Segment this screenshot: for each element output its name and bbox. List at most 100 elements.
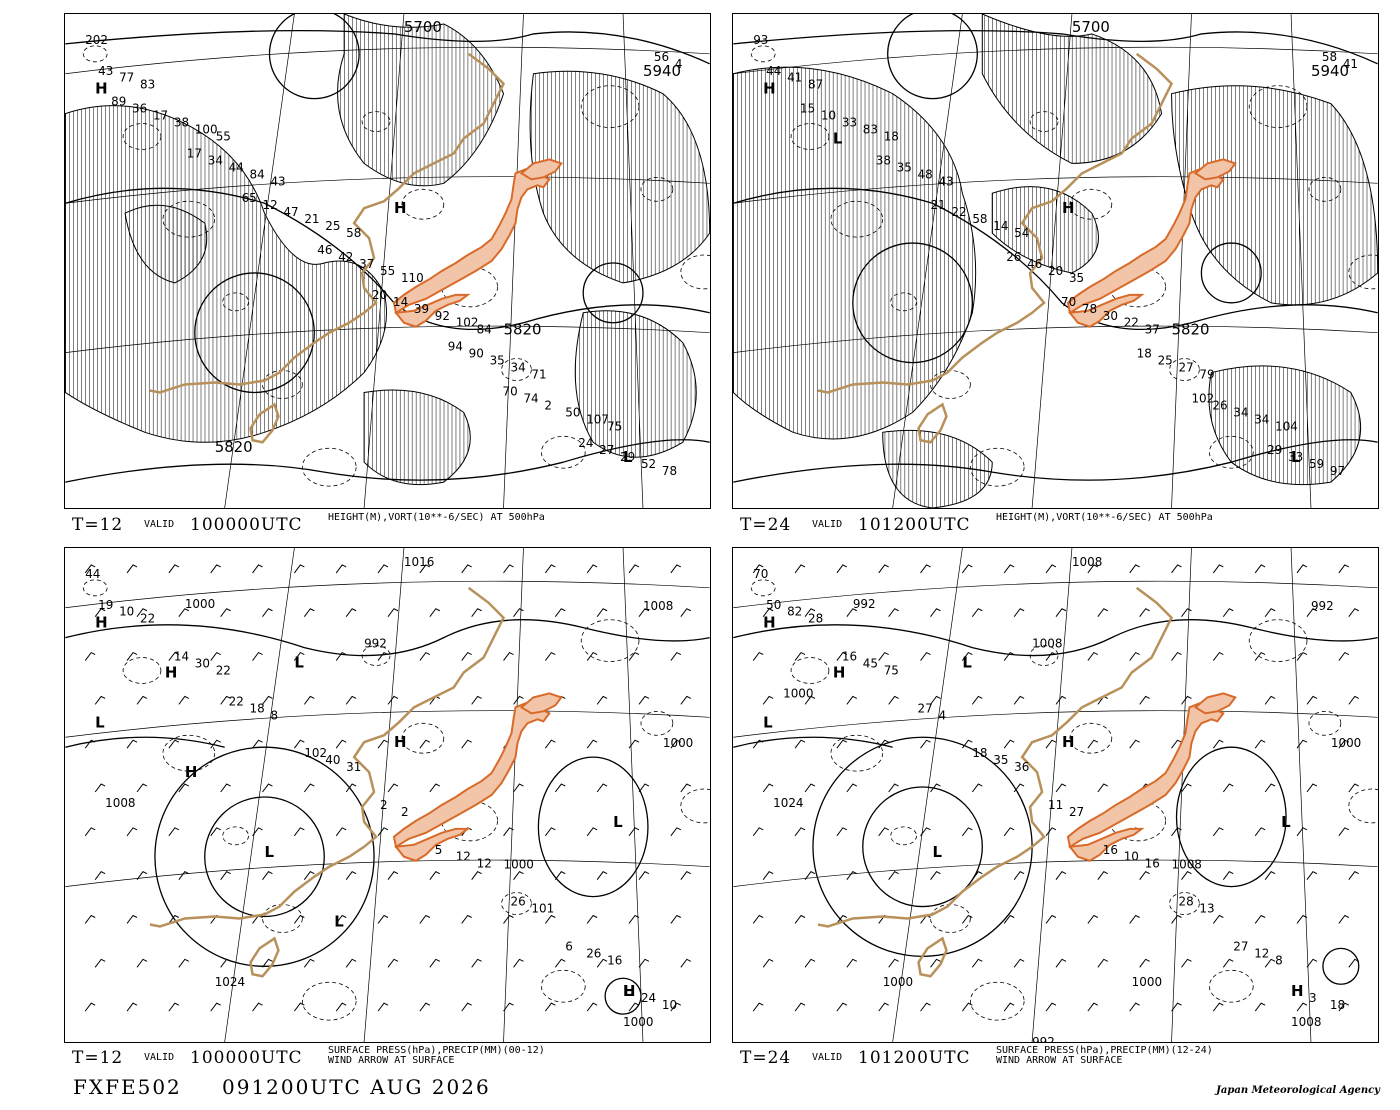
contour-label: 1000	[883, 975, 913, 989]
value-label: 35	[1069, 271, 1084, 285]
value-label: 50	[766, 598, 781, 612]
contour-label: 992	[1032, 1035, 1055, 1042]
value-label: 50	[565, 405, 580, 419]
map-500hpa-t24: 570059405820HHLL931854371048743357997831…	[733, 14, 1378, 508]
valid-time: 101200UTC	[858, 515, 971, 535]
value-label: 54	[1014, 226, 1029, 240]
value-label: 58	[346, 226, 361, 240]
value-label: 10	[662, 998, 677, 1012]
contour-label: 1008	[1072, 555, 1102, 569]
value-label: 65	[242, 191, 257, 205]
contour-label: 1008	[643, 599, 673, 613]
value-label: 12	[263, 198, 278, 212]
value-label: 36	[132, 102, 147, 116]
value-label: 27	[1069, 805, 1084, 819]
value-label: 70	[503, 384, 518, 398]
value-label: 59	[1309, 457, 1324, 471]
value-label: 78	[662, 464, 677, 478]
value-label: 29	[620, 450, 635, 464]
value-label: 30	[195, 657, 210, 671]
value-label: 4	[675, 57, 683, 71]
contour-label: 1000	[623, 1015, 653, 1029]
pressure-center: H	[394, 733, 407, 751]
value-label: 94	[448, 340, 463, 354]
value-label: 13	[1199, 902, 1214, 916]
forecast-hour: T=24	[740, 515, 792, 535]
pressure-center: L	[962, 654, 972, 672]
pressure-center: L	[763, 713, 773, 731]
value-label: 41	[787, 71, 802, 85]
value-label: 75	[884, 663, 899, 677]
pressure-center: H	[185, 763, 198, 781]
value-label: 48	[918, 167, 933, 181]
pressure-center: H	[394, 199, 407, 217]
field-description: SURFACE PRESS(hPa),PRECIP(MM)(00-12) WIN…	[328, 1045, 545, 1066]
value-label: 16	[607, 953, 622, 967]
contour-label: 1008	[1172, 858, 1202, 872]
value-label: 46	[317, 243, 332, 257]
value-label: 21	[304, 212, 319, 226]
value-label: 42	[338, 250, 353, 264]
value-label: 34	[1254, 412, 1269, 426]
contour-label: 1000	[663, 736, 693, 750]
contour-label: 1000	[783, 686, 813, 700]
value-label: 22	[1124, 316, 1139, 330]
pressure-center: L	[1281, 813, 1291, 831]
value-label: 97	[1330, 464, 1345, 478]
contour-label: 1000	[1132, 975, 1162, 989]
contour-label: 1000	[1331, 736, 1361, 750]
chart-panel-500hpa-t12: 5700 5940 5820 5820 H H L 202 55 58 84 75 83 43 110 71 7…	[64, 13, 711, 509]
value-label: 41	[1343, 57, 1358, 71]
value-label: 46	[1027, 257, 1042, 271]
value-label: 28	[808, 612, 823, 626]
value-label: 58	[1322, 50, 1337, 64]
value-label: 2	[544, 398, 552, 412]
value-label: 92	[435, 309, 450, 323]
value-label: 10	[821, 109, 836, 123]
value-label: 31	[346, 760, 361, 774]
value-label: 18	[1330, 998, 1345, 1012]
value-label: 20	[372, 288, 387, 302]
pressure-center: L	[623, 982, 633, 1000]
value-label: 55	[216, 129, 231, 143]
contour-label: 992	[853, 597, 876, 611]
value-label: 30	[1103, 309, 1118, 323]
value-label: 84	[477, 323, 492, 337]
value-label: 19	[98, 598, 113, 612]
field-description: SURFACE PRESS(hPa),PRECIP(MM)(12-24) WIN…	[996, 1045, 1213, 1066]
value-label: 21	[931, 198, 946, 212]
value-label: 22	[140, 612, 155, 626]
contour-label: 1016	[404, 555, 434, 569]
value-label: 43	[270, 174, 285, 188]
value-label: 14	[393, 295, 408, 309]
value-label: 36	[1014, 760, 1029, 774]
value-label: 25	[325, 219, 340, 233]
value-label: 5	[435, 843, 443, 857]
pressure-center: H	[763, 614, 776, 632]
value-label: 15	[800, 102, 815, 116]
value-label: 26	[586, 946, 601, 960]
value-label: 44	[766, 64, 781, 78]
forecast-hour: T=12	[72, 515, 124, 535]
valid-time: 100000UTC	[190, 515, 303, 535]
value-label: 70	[1061, 295, 1076, 309]
value-label: 2	[401, 805, 409, 819]
contour-label: 1024	[773, 796, 803, 810]
value-label: 102	[304, 746, 327, 760]
value-label: 22	[951, 205, 966, 219]
value-label: 110	[401, 271, 424, 285]
contour-label: 5820	[215, 438, 253, 456]
map-surface-t24: 1008 992 1008 1000 1024 1000 1008 992 1008 992 100…	[733, 548, 1378, 1042]
value-label: 93	[753, 33, 768, 47]
value-label: 28	[1179, 895, 1194, 909]
value-label: 17	[187, 146, 202, 160]
value-label: 25	[1158, 354, 1173, 368]
value-label: 107	[586, 412, 609, 426]
value-label: 34	[208, 153, 223, 167]
pressure-center: L	[1291, 448, 1301, 466]
value-label: 38	[174, 116, 189, 130]
value-label: 16	[1145, 857, 1160, 871]
value-label: 33	[1288, 450, 1303, 464]
value-label: 100	[195, 123, 218, 137]
value-label: 82	[787, 605, 802, 619]
